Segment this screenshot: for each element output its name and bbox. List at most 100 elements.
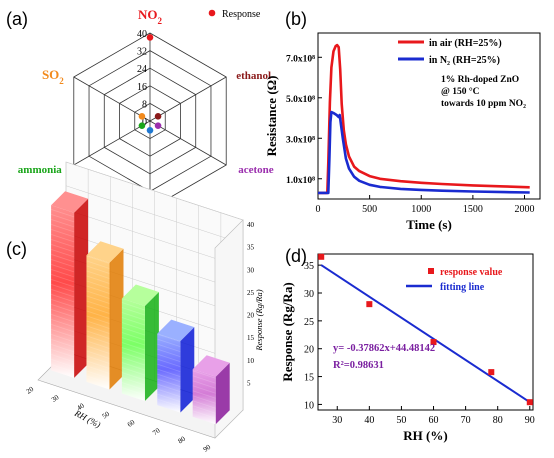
bar3d-stripe [86, 265, 110, 274]
bar3d-stripe [86, 295, 110, 304]
bar3d-stripe [50, 358, 75, 368]
bar3d-stripe [86, 270, 110, 279]
fit-equation-d: y= -0.37862x+44.48142 [333, 343, 435, 354]
x-tick-label-d: 30 [332, 415, 342, 426]
radar-data-point [146, 34, 154, 41]
bar3d-stripe [121, 352, 146, 361]
bar3d-stripe [192, 390, 216, 399]
bar3d-stripe [157, 348, 181, 358]
bar3d-front [192, 369, 216, 425]
response-tick-label-c: 30 [247, 266, 255, 274]
bar3d-stripe [50, 348, 75, 358]
bar3d-front [157, 333, 181, 413]
plot-frame-d [317, 253, 534, 411]
fit-r2-d: R²=0.98631 [333, 360, 384, 371]
bar3d-stripe [50, 318, 75, 328]
x-tick-label-b: 2000 [515, 204, 535, 215]
bar3d-front [86, 255, 110, 390]
bar3d-top [157, 319, 195, 342]
bar3d-stripe [192, 410, 216, 419]
radar-tick-label: 40 [137, 29, 147, 40]
x-tick-label-d: 90 [525, 415, 535, 426]
bar3d-side [180, 327, 195, 413]
bar3d-stripe [86, 375, 110, 384]
bar3d-stripe [50, 253, 75, 263]
rh-tick-label-c: 70 [151, 426, 162, 437]
bar3d-stripe [86, 300, 110, 309]
response-tick-label-c: 15 [247, 334, 255, 342]
legend-marker-d-0 [428, 268, 434, 274]
bar3d-stripe [192, 375, 216, 384]
radar-spoke [149, 120, 227, 166]
bar3d-stripe [50, 213, 75, 223]
radar-axis-label-so2: SO2 [42, 67, 64, 86]
bar3d-stripe [86, 365, 110, 374]
bar3d-stripe [50, 238, 75, 248]
bar3d-stripe [50, 243, 75, 253]
bar3d-stripe [157, 373, 181, 383]
radar-data-point [146, 127, 154, 134]
bar3d-stripe [86, 340, 110, 349]
bar3d-stripe [121, 347, 146, 356]
bar3d-front [51, 205, 75, 378]
bar3d-side [109, 248, 124, 390]
bar3d-stripe [86, 260, 110, 269]
bar3d-top [121, 284, 159, 307]
radar-tick-label: 8 [142, 99, 147, 110]
bar3d-stripe [86, 280, 110, 289]
bar3d-stripe [50, 268, 75, 278]
bar3d-stripe [86, 335, 110, 344]
bar3d-top [51, 191, 89, 213]
radar-data-point [154, 113, 162, 120]
bar3d-stripe [121, 322, 146, 331]
bar3d-stripe [50, 233, 75, 243]
radar-spoke [73, 76, 151, 122]
bar3d-side [144, 292, 159, 402]
x-tick-label-b: 1500 [463, 204, 483, 215]
y-tick-label-d: 20 [304, 345, 314, 356]
response-tick-label-c: 5 [247, 379, 251, 387]
bar3d-stripe [86, 370, 110, 379]
bar3d-top [86, 241, 124, 263]
legend-label-d-1: fitting line [440, 282, 485, 293]
bar3d-stripe [157, 393, 181, 403]
y-tick-label-b: 3.0x10⁸ [286, 135, 315, 145]
bar3d-stripe [50, 283, 75, 293]
x-tick-label-d: 80 [493, 415, 503, 426]
y-axis-label-d: Response (Rg/Ra) [280, 282, 295, 381]
bar3d-stripe [121, 342, 146, 351]
rh-tick-label-c: 90 [202, 443, 213, 454]
y-tick-label-d: 35 [304, 261, 314, 272]
bar3d-stripe [86, 275, 110, 284]
x-tick-label-b: 1000 [411, 204, 431, 215]
annotation-b: @ 150 °C [441, 86, 480, 97]
bar3d-stripe [50, 308, 75, 318]
bar3d-stripe [121, 357, 146, 366]
bar3d-0 [50, 191, 89, 378]
y-tick-label-d: 10 [304, 400, 314, 411]
bar3d-2 [121, 284, 159, 402]
bar3d-stripe [192, 370, 216, 379]
bar3d-stripe [50, 298, 75, 308]
fit-line-d [320, 264, 531, 404]
bar3d-stripe [192, 405, 216, 414]
radar-tick-label: 24 [137, 64, 147, 75]
bar3d-stripe [50, 288, 75, 298]
bar3d-stripe [50, 323, 75, 333]
bar3d-stripe [50, 338, 75, 348]
bar3d-stripe [50, 363, 75, 373]
y-tick-label-b: 5.0x10⁸ [286, 95, 315, 105]
bar3d-stripe [86, 315, 110, 324]
y-tick-label-b: 1.0x10⁸ [286, 176, 315, 186]
bar3d-stripe [50, 303, 75, 313]
bar3d-stripe [50, 218, 75, 228]
x-tick-label-b: 500 [362, 204, 377, 215]
bar3d-4 [192, 355, 230, 425]
bar3d-stripe [157, 363, 181, 373]
series-line-b-0 [318, 43, 530, 195]
bar3d-stripe [50, 263, 75, 273]
bar3d-stripe [157, 358, 181, 368]
bar3d-stripe [86, 355, 110, 364]
bar3d-stripe [50, 208, 75, 218]
